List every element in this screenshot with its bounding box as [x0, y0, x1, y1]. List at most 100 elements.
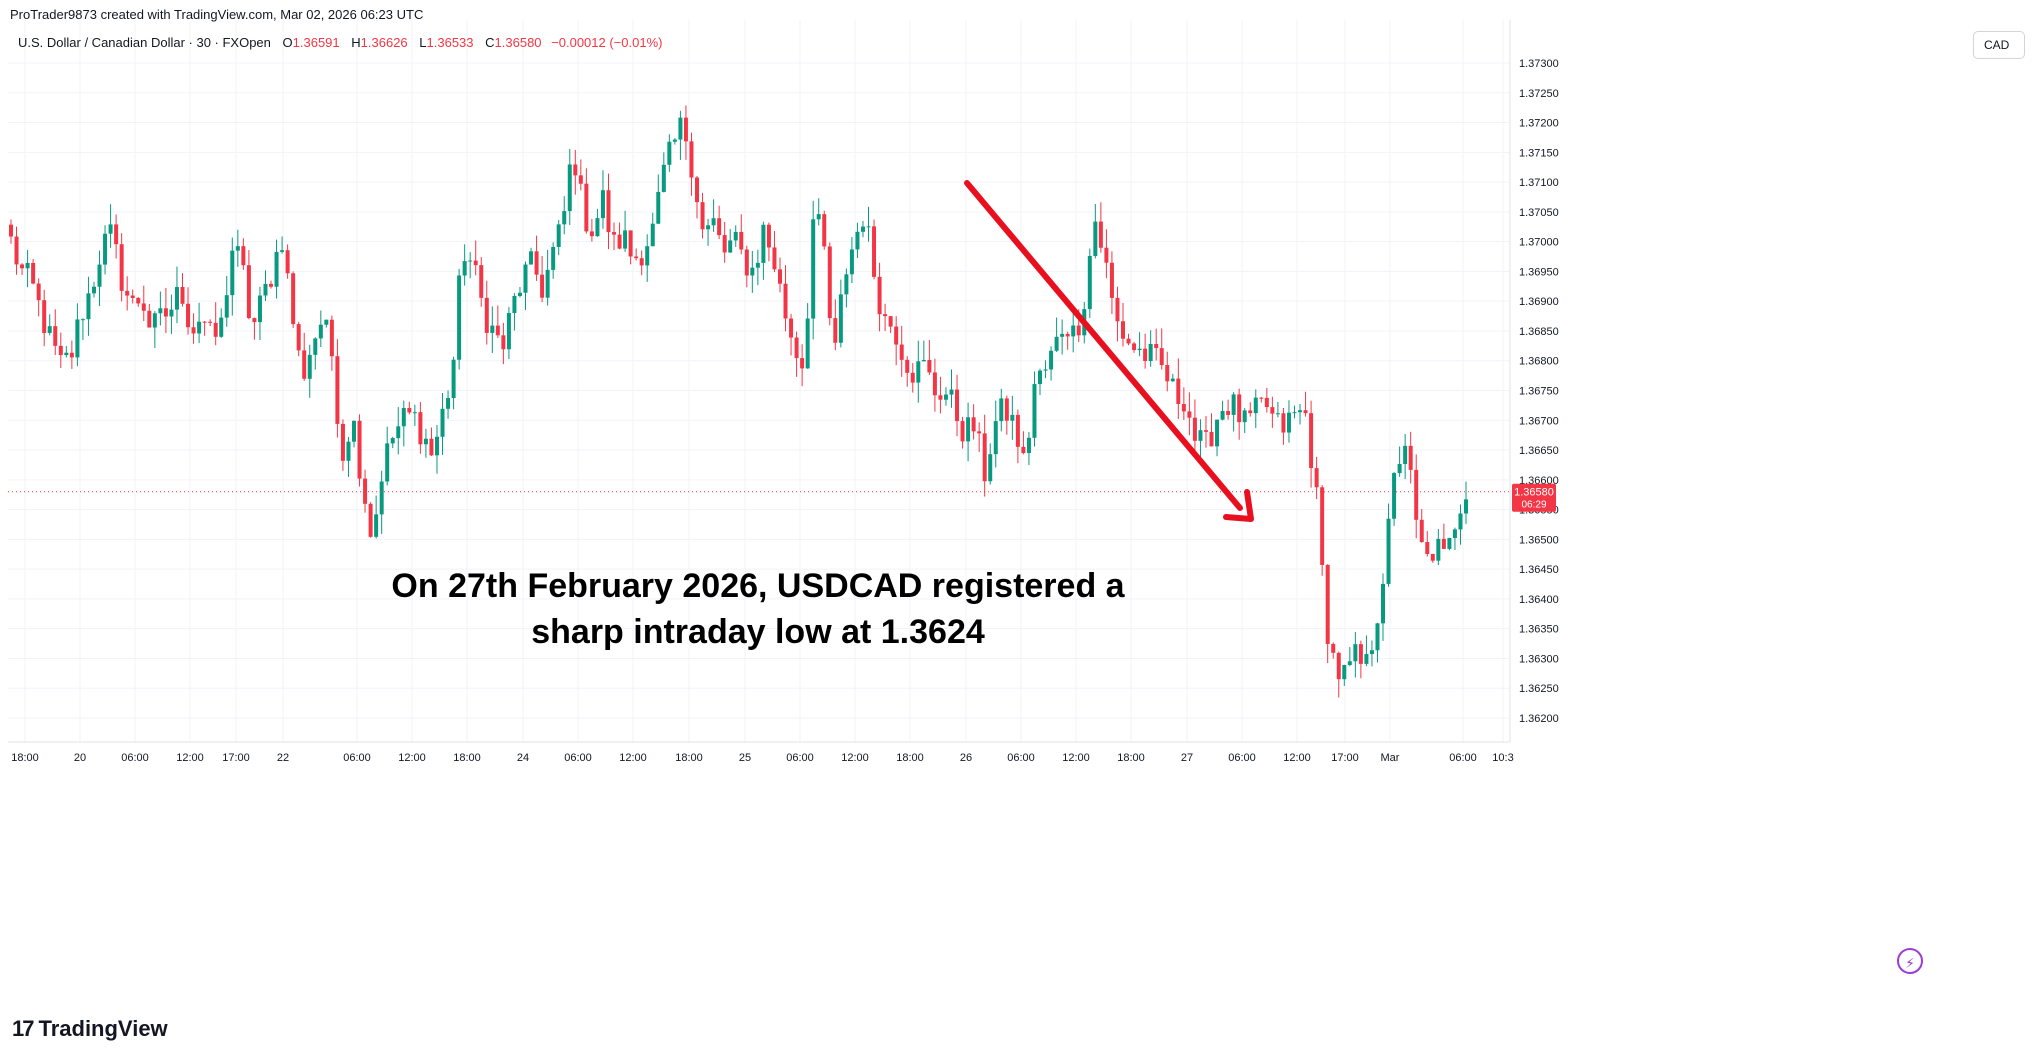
price-tick-label: 1.37200 [1519, 118, 1559, 130]
candle-body [838, 294, 843, 343]
candle-body [462, 261, 467, 276]
candle-body [689, 141, 694, 178]
price-tick-label: 1.36400 [1519, 594, 1559, 606]
candle-body [1436, 538, 1441, 561]
candle-body [982, 433, 987, 482]
candle-body [512, 295, 517, 314]
candle-body [163, 308, 168, 317]
candle-body [1148, 344, 1153, 362]
candle-body [894, 326, 899, 345]
candle-body [628, 230, 633, 257]
candle-body [324, 319, 329, 325]
candle-body [1286, 412, 1291, 433]
candle-body [661, 164, 666, 192]
candle-body [202, 321, 207, 323]
candle-body [208, 321, 213, 323]
tradingview-brand[interactable]: 17 TradingView [12, 1016, 168, 1042]
candle-body [645, 246, 650, 266]
candle-body [269, 283, 274, 287]
candle-body [440, 408, 445, 437]
candle-body [1209, 431, 1214, 447]
candle-body [1458, 513, 1463, 530]
candle-body [695, 177, 700, 203]
candle-body [988, 454, 993, 482]
candle-body [678, 117, 683, 140]
candle-body [877, 276, 882, 315]
candle-body [1043, 369, 1048, 371]
candle-body [75, 319, 80, 358]
price-tick-label: 1.37100 [1519, 177, 1559, 189]
candle-body [224, 295, 229, 318]
candle-body [1430, 554, 1435, 561]
candle-body [1364, 654, 1369, 664]
candle-body [1270, 407, 1275, 414]
candle-body [833, 318, 838, 343]
candle-body [1032, 384, 1037, 438]
time-tick-label: 18:00 [453, 752, 481, 764]
candle-body [1154, 344, 1159, 349]
currency-button[interactable]: CAD [1973, 31, 2025, 59]
tradingview-logo-icon: 17 [12, 1016, 35, 1041]
candle-body [302, 350, 307, 379]
price-tick-label: 1.37000 [1519, 237, 1559, 249]
time-tick-label: 26 [960, 752, 972, 764]
symbol-name[interactable]: U.S. Dollar / Canadian Dollar · 30 · FXO… [18, 35, 271, 50]
candle-body [816, 214, 821, 220]
candle-body [484, 297, 489, 333]
candle-body [291, 273, 296, 325]
candle-body [849, 249, 854, 275]
candle-body [811, 219, 816, 319]
candle-body [794, 337, 799, 359]
candle-body [1447, 538, 1452, 549]
candle-body [457, 275, 462, 360]
candle-body [589, 231, 594, 237]
arrow-head [1223, 489, 1254, 522]
candle-body [473, 260, 478, 266]
candle-body [385, 443, 390, 482]
price-tick-label: 1.36700 [1519, 415, 1559, 427]
candle-body [1381, 583, 1386, 624]
candle-body [866, 226, 871, 228]
price-tick-label: 1.36250 [1519, 683, 1559, 695]
candle-body [335, 356, 340, 424]
time-tick-label: 12:00 [1062, 752, 1090, 764]
candle-body [1320, 487, 1325, 565]
candle-body [263, 283, 268, 296]
time-tick-label: 22 [277, 752, 289, 764]
candle-body [1419, 519, 1424, 543]
candle-body [1298, 410, 1303, 413]
candle-body [700, 202, 705, 230]
time-tick-label: 06:00 [121, 752, 149, 764]
candle-body [766, 224, 771, 248]
candle-body [860, 226, 865, 232]
price-tick-label: 1.36800 [1519, 356, 1559, 368]
candle-body [1132, 343, 1137, 351]
candle-body [418, 412, 423, 445]
time-tick-label: 12:00 [176, 752, 204, 764]
candle-body [230, 250, 235, 296]
candle-body [86, 293, 91, 320]
candle-body [612, 232, 617, 235]
candle-body [501, 335, 506, 350]
candle-body [910, 372, 915, 383]
candle-body [412, 412, 417, 414]
time-tick-label: 06:00 [1007, 752, 1035, 764]
time-tick-label: 20 [74, 752, 86, 764]
price-tick-label: 1.36650 [1519, 445, 1559, 457]
lightning-icon[interactable]: ⚡ [1897, 948, 1923, 974]
candle-body [9, 224, 13, 237]
candle-body [490, 325, 495, 333]
candle-body [401, 408, 406, 427]
candle-body [407, 408, 412, 413]
candle-body [506, 313, 511, 350]
candle-body [47, 326, 52, 333]
candle-body [103, 233, 108, 265]
candle-body [1259, 397, 1264, 399]
candle-body [318, 324, 323, 339]
candle-body [800, 358, 805, 369]
candle-body [789, 318, 794, 338]
candle-body [235, 246, 240, 251]
candle-body [711, 218, 716, 226]
candle-body [517, 292, 522, 296]
